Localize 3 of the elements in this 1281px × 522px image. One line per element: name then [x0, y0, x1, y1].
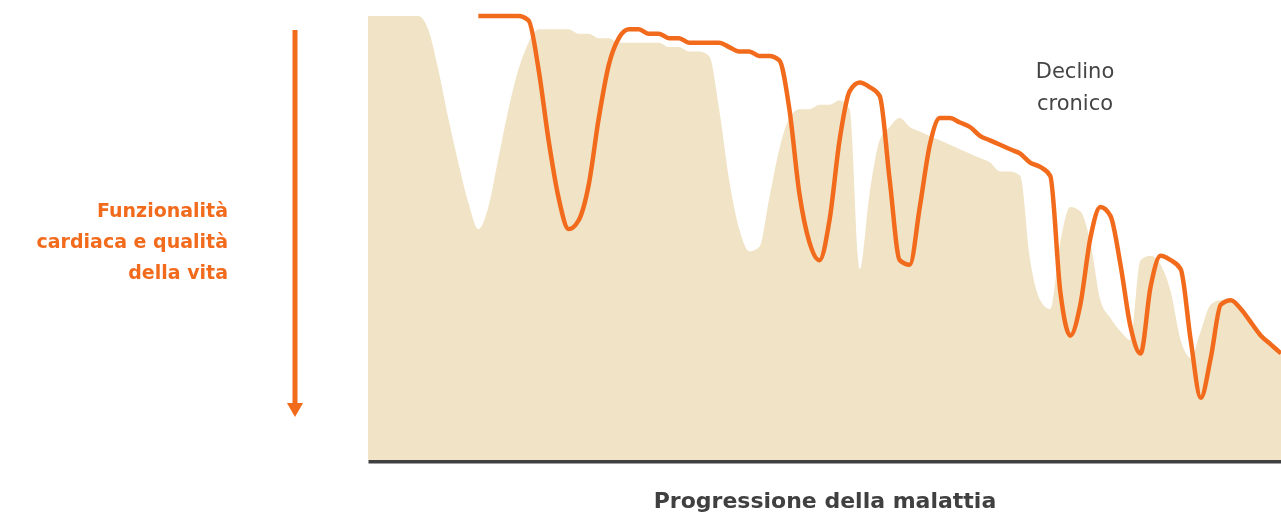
text: Funzionalità cardiaca e qualità della vita [36, 199, 228, 284]
x-axis-title: Progressione della malattia [653, 487, 997, 513]
annotation: Declino cronico [1035, 59, 1115, 115]
